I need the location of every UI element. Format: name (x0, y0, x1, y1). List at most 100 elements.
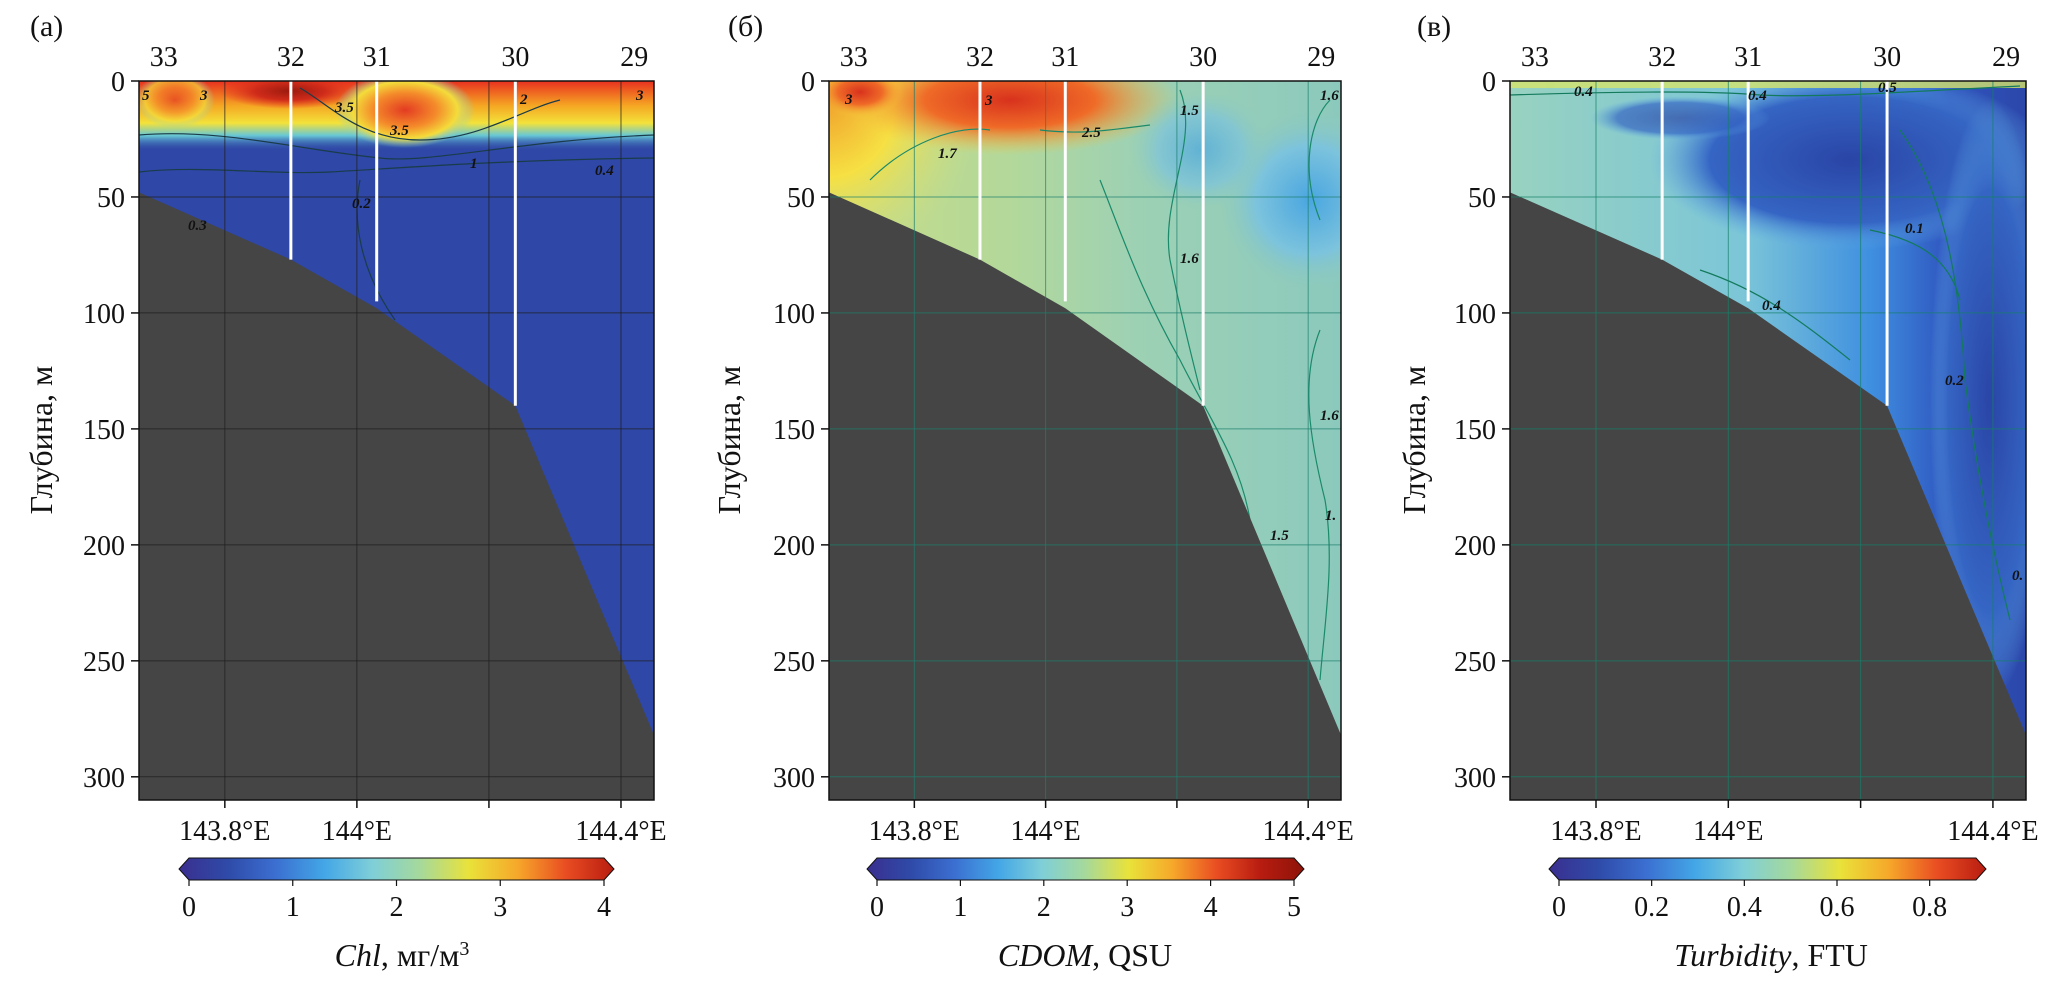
colorbar-ramp (866, 857, 1305, 881)
chl-panel: (а) 5 3 3.5 3.5 2 3 1 0.4 (23, 10, 667, 973)
contour-label: 0.1 (1905, 221, 1924, 237)
contour-line (1308, 329, 1330, 681)
y-tick-labels: 0 50 100 150 200 250 300 (1454, 67, 1496, 794)
colorbar-tick-label: 2 (390, 892, 404, 923)
contour-line (1699, 269, 1851, 361)
x-tick-label: 144.4°E (575, 816, 666, 847)
contour-labels: 0.4 0.4 0.5 0.1 0.4 0.2 0. (1574, 81, 2023, 584)
station-label: 29 (1307, 42, 1335, 73)
colorbar-tick-label: 0.8 (1912, 892, 1947, 923)
contour-label: 1.6 (1320, 408, 1339, 424)
x-tick-labels: 143.8°E 144°E 144.4°E (869, 816, 1354, 847)
y-tick-label: 250 (83, 647, 125, 678)
y-tick-label: 100 (1454, 299, 1496, 330)
contour-line (1510, 85, 2021, 97)
y-tick-label: 300 (1454, 763, 1496, 794)
y-tick-label: 50 (1468, 183, 1496, 214)
contour-label: 0. (2012, 568, 2023, 584)
y-tick-label: 100 (773, 299, 815, 330)
axis-ticks (1502, 80, 1994, 808)
colorbar-tick-label: 0.4 (1727, 892, 1762, 923)
y-tick-label: 200 (1454, 531, 1496, 562)
contour-line (139, 157, 654, 174)
station-labels: 33 32 31 30 29 (840, 42, 1336, 73)
x-tick-label: 143.8°E (1550, 816, 1641, 847)
colorbar-tick-label: 0 (182, 892, 196, 923)
station-label: 32 (1648, 42, 1676, 73)
heatmap-left-patch (139, 81, 215, 128)
contour-label: 1 (470, 156, 478, 172)
contour-line (299, 87, 561, 141)
colorbar-tick-label: 3 (493, 892, 507, 923)
contour-label: 1.5 (1180, 103, 1199, 119)
grid (1510, 81, 2026, 800)
colorbar-ramp (178, 857, 615, 881)
contour-line (1099, 179, 1251, 521)
y-axis-label: Глубина, м (711, 366, 747, 515)
y-tick-label: 200 (773, 531, 815, 562)
contour-label: 1.5 (1270, 528, 1289, 544)
grid (139, 81, 654, 800)
contour-line (1308, 99, 1331, 221)
y-tick-label: 150 (773, 415, 815, 446)
heatmap-low-region (1130, 90, 1270, 210)
heatmap-surface-layer (1510, 81, 2026, 88)
colorbar-tick-label: 0.2 (1634, 892, 1669, 923)
y-tick-label: 250 (773, 647, 815, 678)
y-tick-label: 150 (83, 415, 125, 446)
station-labels: 33 32 31 30 29 (1521, 42, 2020, 73)
y-tick-label: 250 (1454, 647, 1496, 678)
contour-label: 1.6 (1320, 88, 1339, 104)
station-profiles (978, 81, 1205, 406)
plot-frame (828, 80, 1342, 801)
seafloor (829, 192, 1341, 800)
colorbar-tick-label: 1 (286, 892, 300, 923)
contour-label: 0.4 (1574, 84, 1593, 100)
contour-label: 3 (635, 88, 644, 104)
colorbar-tick-label: 2 (1037, 892, 1051, 923)
contour-line (139, 133, 654, 160)
colorbar: 0 1 2 3 4 5 (866, 857, 1305, 923)
y-tick-label: 0 (111, 67, 125, 98)
colorbar-tick-label: 0.6 (1820, 892, 1855, 923)
y-tick-label: 50 (787, 183, 815, 214)
station-label: 31 (1051, 42, 1079, 73)
contour-label: 0.2 (1945, 373, 1964, 389)
colorbar: 0 1 2 3 4 (178, 857, 615, 923)
y-tick-label: 200 (83, 531, 125, 562)
y-tick-label: 0 (1482, 67, 1496, 98)
grid (829, 81, 1341, 800)
station-label: 29 (620, 42, 648, 73)
axis-ticks (131, 80, 622, 808)
station-label: 31 (1734, 42, 1762, 73)
colorbar-unit: , QSU (1092, 937, 1172, 973)
colorbar-tick-label: 4 (1204, 892, 1218, 923)
contour-labels: 5 3 3.5 3.5 2 3 1 0.4 0.2 0.3 (142, 88, 644, 234)
contour-label: 1. (1325, 508, 1336, 524)
colorbar-tick-label: 3 (1120, 892, 1134, 923)
colorbar-unit: , мг/м (381, 937, 460, 973)
station-label: 30 (1189, 42, 1217, 73)
y-axis-label: Глубина, м (23, 366, 59, 515)
contour-label: 1.6 (1180, 251, 1199, 267)
colorbar-ramp (1548, 857, 1987, 881)
contour-label: 0.4 (1748, 88, 1767, 104)
y-tick-label: 100 (83, 299, 125, 330)
station-label: 33 (1521, 42, 1549, 73)
y-tick-label: 50 (97, 183, 125, 214)
contour-line (1899, 129, 2011, 621)
colorbar-tick-label: 0 (1552, 892, 1566, 923)
heatmap-surface-high (840, 81, 1180, 155)
seafloor (139, 192, 654, 800)
heatmap-low-region (1590, 96, 1770, 140)
colorbar-tick-label: 1 (953, 892, 967, 923)
contour-label: 3 (984, 93, 993, 109)
contour-label: 2 (519, 92, 528, 108)
station-profiles (1660, 81, 1889, 406)
colorbar-variable: CDOM (998, 937, 1095, 973)
contour-label: 3.5 (334, 100, 354, 116)
plot-frame (1509, 80, 2027, 801)
station-label: 32 (277, 42, 305, 73)
colorbar-unit: , FTU (1791, 937, 1867, 973)
